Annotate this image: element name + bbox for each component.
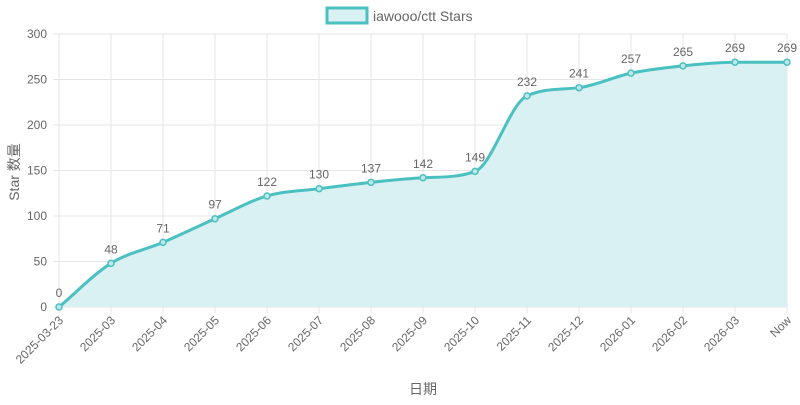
x-tick-label: Now: [767, 313, 794, 340]
data-label: 241: [569, 67, 589, 81]
data-point: [107, 259, 115, 268]
data-point: [211, 214, 219, 223]
x-tick-label: 2025-12: [545, 313, 586, 354]
label-layer: 0 48 71 97 122 130 137 142 149 232 241 257 265 269 269: [56, 41, 798, 300]
data-label: 257: [621, 52, 641, 66]
data-point: [471, 167, 479, 176]
y-axis-title: Star 数量: [6, 143, 22, 201]
data-point: [419, 174, 427, 182]
x-tick-label: 2025-04: [129, 313, 170, 354]
data-point: [627, 69, 635, 77]
data-label: 130: [309, 168, 329, 182]
data-point: [315, 184, 323, 193]
x-tick-label: 2025-03: [77, 313, 118, 354]
data-label: 269: [777, 41, 797, 55]
x-tick-label: 2025-06: [233, 313, 274, 354]
data-label: 269: [725, 41, 745, 55]
data-point: [523, 92, 531, 100]
data-label: 122: [257, 175, 277, 189]
x-tick-label: 2025-07: [285, 313, 326, 354]
y-tick-label: 200: [27, 118, 47, 132]
data-label: 48: [104, 242, 118, 256]
legend-swatch[interactable]: [325, 6, 369, 25]
data-label: 265: [673, 45, 693, 59]
data-point: [159, 238, 167, 247]
y-tick-label: 100: [27, 209, 47, 223]
legend-label[interactable]: iawooo/ctt Stars: [373, 8, 473, 24]
data-point: [367, 178, 375, 187]
y-tick-label: 300: [27, 27, 47, 41]
data-point: [731, 58, 739, 66]
point-layer: [55, 58, 791, 311]
data-label: 97: [208, 198, 222, 212]
x-tick-label: 2026-03: [701, 313, 742, 354]
data-point: [679, 62, 687, 70]
y-tick-label: 150: [27, 164, 47, 178]
x-tick-label: 2025-05: [181, 313, 222, 354]
series-area-fill: [59, 62, 787, 308]
data-point: [263, 192, 271, 200]
legend[interactable]: iawooo/ctt Stars: [325, 6, 473, 25]
x-axis-title: 日期: [409, 381, 437, 397]
x-tick-label: 2025-03-23: [13, 313, 67, 367]
data-label: 232: [517, 75, 537, 89]
data-point: [55, 303, 63, 311]
y-tick-label: 50: [34, 255, 48, 269]
y-tick-label: 0: [40, 300, 47, 314]
data-label: 71: [156, 221, 170, 235]
x-tick-label: 2026-01: [597, 313, 638, 354]
y-tick-label: 250: [27, 73, 47, 87]
x-tick-label: 2026-02: [649, 313, 690, 354]
x-tick-label: 2025-10: [441, 313, 482, 354]
x-tick-label: 2025-11: [494, 313, 535, 354]
data-label: 149: [465, 150, 485, 164]
data-label: 142: [413, 157, 433, 171]
x-tick-label: 2025-09: [389, 313, 430, 354]
data-label: 137: [361, 161, 381, 175]
data-point: [575, 83, 583, 92]
data-label: 0: [56, 286, 63, 300]
x-tick-label: 2025-08: [337, 313, 378, 354]
data-point: [783, 58, 791, 66]
